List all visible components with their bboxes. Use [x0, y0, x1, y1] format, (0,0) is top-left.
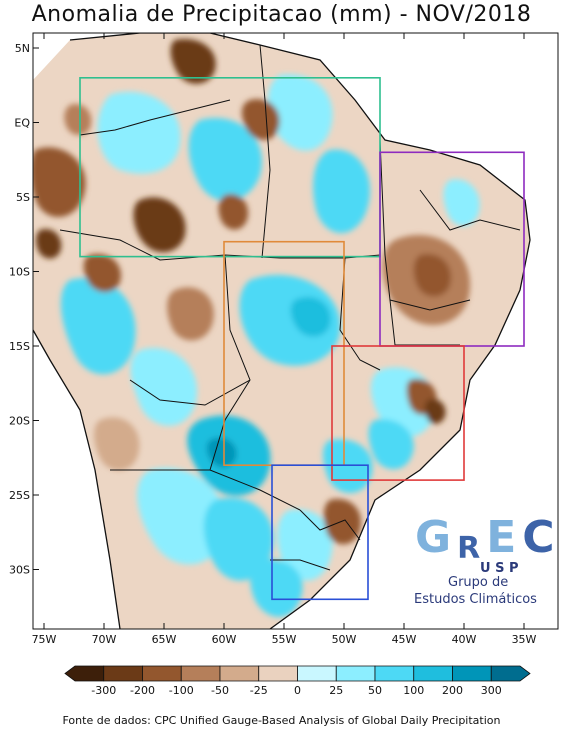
lon-tick-label: 45W	[392, 633, 417, 646]
logo-usp: U S P	[480, 561, 519, 576]
colorbar-segment	[374, 665, 415, 682]
colorbar-segment	[103, 665, 143, 682]
data-source-footer: Fonte de dados: CPC Unified Gauge-Based …	[62, 714, 501, 727]
ocean-east	[270, 33, 558, 629]
lat-tick-label: 15S	[9, 340, 30, 353]
colorbar-label: 25	[329, 684, 343, 697]
colorbar-label: 100	[403, 684, 424, 697]
lon-tick-label: 70W	[92, 633, 117, 646]
ocean-west	[33, 330, 120, 629]
colorbar-label: -25	[250, 684, 268, 697]
anomaly-field	[33, 39, 480, 617]
logo-line2: Estudos Climáticos	[414, 592, 537, 607]
latitude-axis: 5N EQ 5S 10S 15S 20S 25S 30S	[9, 42, 39, 577]
colorbar-label: -200	[130, 684, 155, 697]
colorbar-segment	[297, 665, 337, 682]
political-borders	[59, 44, 521, 571]
longitude-axis: 75W 70W 65W 60W 55W 50W 45W 40W 35W	[32, 33, 537, 646]
lon-tick-label: 65W	[152, 633, 177, 646]
colorbar-segment	[219, 665, 260, 682]
logo-letter: C	[522, 512, 554, 563]
lon-tick-label: 50W	[332, 633, 357, 646]
logo-line1: Grupo de	[448, 575, 508, 590]
colorbar-label: 200	[442, 684, 463, 697]
lat-tick-label: 25S	[9, 489, 30, 502]
lon-tick-label: 35W	[512, 633, 537, 646]
colorbar-segment	[452, 665, 492, 682]
region-box-sul	[271, 464, 369, 601]
logo-letter: R	[457, 531, 480, 566]
coastline	[33, 33, 531, 629]
colorbar-segment	[142, 665, 182, 682]
lon-tick-label: 60W	[212, 633, 237, 646]
colorbar-segment	[64, 665, 105, 682]
lon-tick-label: 40W	[452, 633, 477, 646]
lon-tick-label: 75W	[32, 633, 57, 646]
lat-tick-label: 10S	[9, 266, 30, 279]
lat-tick-label: 5N	[15, 42, 30, 55]
map-title: Anomalia de Precipitacao (mm) - NOV/2018	[31, 2, 532, 27]
plot-frame	[32, 32, 559, 630]
colorbar-label: 0	[294, 684, 301, 697]
colorbar-label: -50	[211, 684, 229, 697]
colorbar-segment	[413, 665, 453, 682]
lon-tick-label: 55W	[272, 633, 297, 646]
colorbar-label: -300	[91, 684, 116, 697]
colorbar-segment	[335, 665, 376, 682]
region-boxes	[79, 77, 525, 601]
colorbar-label: 50	[368, 684, 382, 697]
lat-tick-label: 20S	[9, 415, 30, 428]
logo-letter: E	[486, 512, 516, 563]
colorbar-segment	[180, 665, 221, 682]
colorbar-label: 300	[481, 684, 502, 697]
logo-letter: G	[415, 512, 451, 563]
colorbar-segment	[490, 665, 531, 682]
lat-tick-label: 30S	[9, 564, 30, 577]
lat-tick-label: EQ	[14, 117, 30, 130]
colorbar-segment	[258, 665, 298, 682]
colorbar: -300 -200 -100 -50 -25 0 25 50 100 200 300	[64, 665, 531, 697]
region-box-sudeste	[331, 345, 465, 481]
colorbar-label: -100	[169, 684, 194, 697]
lat-tick-label: 5S	[16, 191, 30, 204]
